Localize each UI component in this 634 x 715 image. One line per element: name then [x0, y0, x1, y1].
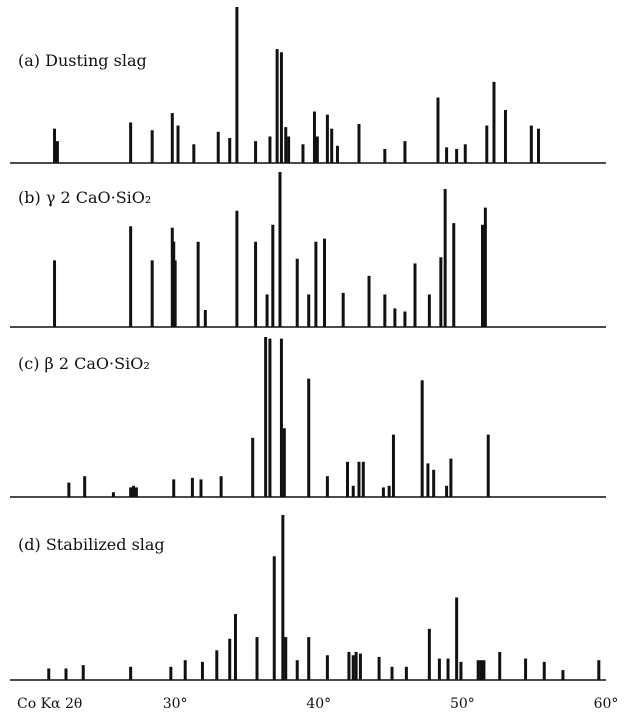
panel-c: (c) β 2 CaO·SiO₂ — [10, 337, 606, 498]
chart-panels: (a) Dusting slag (b) γ 2 CaO·SiO₂ (c) β 2 … — [10, 7, 606, 681]
panel-b: (b) γ 2 CaO·SiO₂ — [10, 172, 606, 328]
panel-label: (a) Dusting slag — [18, 51, 147, 70]
panel-d: (d) Stabilized slag — [10, 515, 606, 681]
x-tick-label: 60° — [594, 696, 619, 712]
panel-label: (d) Stabilized slag — [18, 535, 165, 554]
panel-label: (b) γ 2 CaO·SiO₂ — [18, 188, 151, 207]
x-tick-label: 30° — [163, 696, 188, 712]
x-axis-label: Co Kα 2θ — [17, 696, 82, 712]
panel-a: (a) Dusting slag — [10, 7, 606, 164]
x-tick-label: 50° — [450, 696, 475, 712]
x-tick-label: 40° — [306, 696, 331, 712]
x-axis: Co Kα 2θ 30° 40° 50° 60° — [17, 696, 618, 712]
panel-label: (c) β 2 CaO·SiO₂ — [18, 354, 150, 373]
